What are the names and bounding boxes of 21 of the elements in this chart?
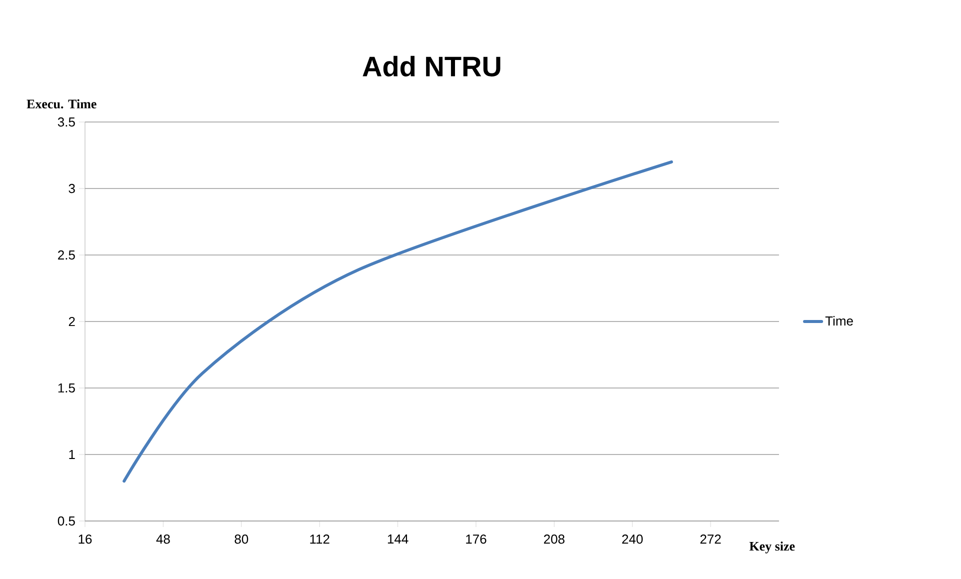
y-tick-label: 0.5 [58, 516, 75, 526]
legend-label: Time [825, 316, 853, 326]
y-tick-label: 3.5 [58, 117, 75, 127]
x-tick-label: 208 [544, 534, 564, 544]
x-tick-label: 80 [234, 534, 248, 544]
chart-title: Add NTRU [362, 56, 500, 76]
x-tick-label: 48 [156, 534, 170, 544]
x-tick-label: 16 [78, 534, 92, 544]
x-tick-label: 272 [700, 534, 721, 544]
x-tick-label: 144 [388, 534, 408, 544]
line-series [122, 160, 673, 483]
y-tick-label: 2 [68, 316, 75, 326]
x-tick-label: 112 [310, 534, 330, 544]
x-axis-title: Key size [749, 542, 795, 554]
y-tick-label: 3 [68, 184, 75, 194]
x-tick-label: 176 [466, 534, 486, 544]
y-axis-title: Execu. Time [26, 99, 96, 108]
y-tick-label: 1 [69, 450, 75, 459]
x-tick-label: 240 [622, 534, 643, 544]
y-tick-label: 2.5 [58, 250, 75, 260]
y-tick-label: 1.5 [58, 383, 75, 393]
